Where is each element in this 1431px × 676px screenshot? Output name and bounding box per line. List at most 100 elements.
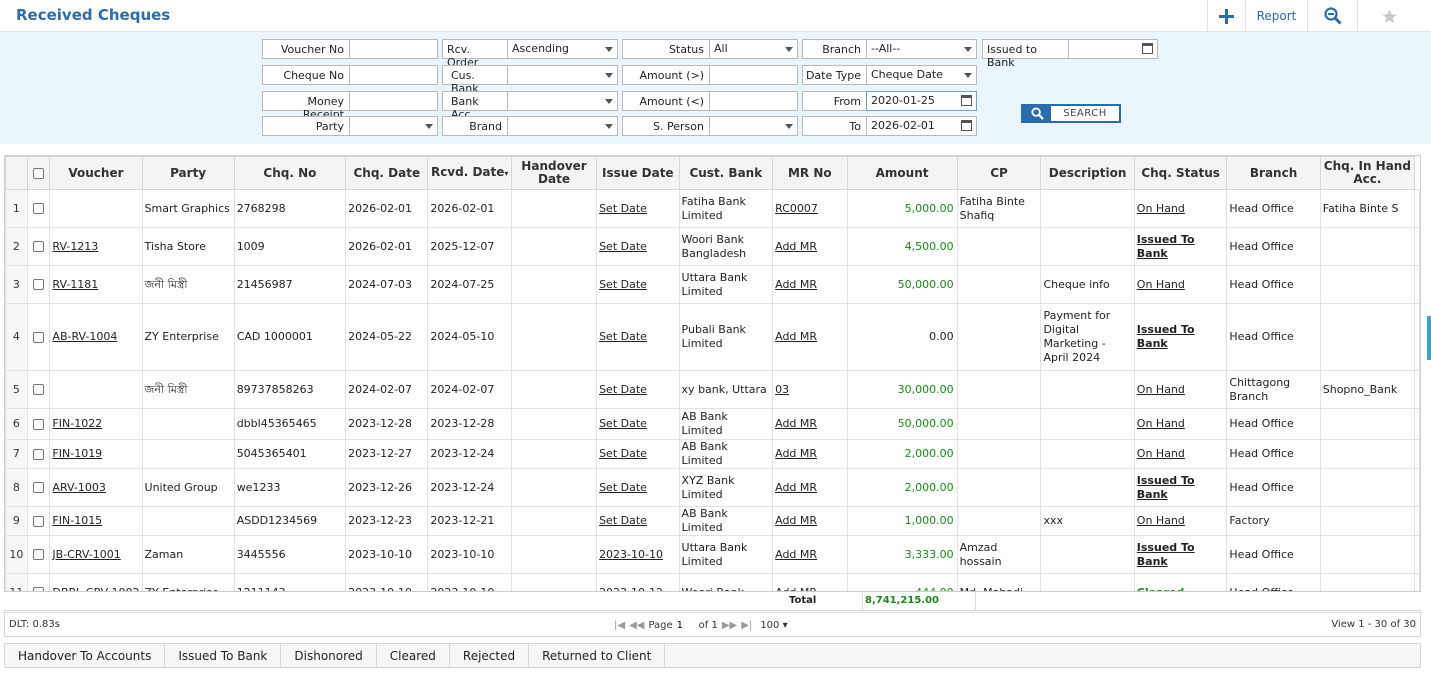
mr-no-cell-link[interactable]: 03 [775, 382, 790, 396]
issue-date-cell-link[interactable]: 2023-10-10 [599, 547, 663, 561]
issue-date-cell-link[interactable]: Set Date [599, 417, 647, 430]
table-row[interactable]: 10 JB-CRV-1001 Zaman 3445556 2023-10-10 2023-… [5, 535, 1420, 574]
amount-lt-input[interactable] [709, 91, 798, 111]
chq-status-cell-link[interactable]: Issued To Bank [1136, 540, 1195, 568]
prev-page-icon[interactable]: ◀◀ [629, 619, 645, 631]
brand-select[interactable] [507, 116, 618, 136]
report-button[interactable]: Report [1245, 0, 1307, 32]
voucher-cell-link[interactable]: RV-1181 [52, 277, 99, 291]
status-select[interactable]: All [709, 39, 798, 59]
header-party[interactable]: Party [141, 156, 235, 190]
voucher-cell-link[interactable]: FIN-1015 [52, 514, 103, 527]
calendar-icon[interactable] [961, 120, 972, 131]
table-row[interactable]: 4 AB-RV-1004 ZY Enterprise CAD 1000001 2024-… [5, 303, 1420, 371]
tab-returned-to-client[interactable]: Returned to Client [529, 644, 666, 668]
rows-per-page-select[interactable]: 100 ▾ [760, 620, 787, 631]
header-select-all[interactable] [26, 156, 51, 190]
row-select[interactable] [26, 408, 51, 440]
calendar-icon[interactable] [1142, 43, 1153, 54]
to-date-input[interactable]: 2026-02-01 [866, 116, 977, 136]
row-checkbox[interactable] [33, 241, 45, 252]
header-description[interactable]: Description [1040, 156, 1135, 190]
voucher-cell-link[interactable]: FIN-1019 [52, 447, 103, 460]
issue-date-cell-link[interactable]: Set Date [599, 201, 647, 215]
money-receipt-input[interactable] [349, 91, 438, 111]
row-checkbox[interactable] [33, 331, 45, 343]
header-chq-status[interactable]: Chq. Status [1133, 156, 1228, 190]
chq-status-cell-link[interactable]: On Hand [1136, 417, 1185, 430]
party-select[interactable] [349, 116, 438, 136]
row-select[interactable] [26, 506, 51, 536]
tab-cleared[interactable]: Cleared [377, 644, 450, 668]
header-mr-no[interactable]: MR No [772, 156, 848, 190]
row-checkbox[interactable] [33, 279, 45, 290]
row-select[interactable] [26, 189, 51, 228]
table-row[interactable]: 7 FIN-1019 5045365401 2023-12-27 2023-12-24 S… [5, 439, 1420, 469]
header-chq-no[interactable]: Chq. No [233, 156, 347, 190]
issued-to-bank-date[interactable] [1068, 39, 1158, 59]
header-chq-date[interactable]: Chq. Date [345, 156, 429, 190]
issue-date-cell-link[interactable]: Set Date [599, 382, 647, 396]
tab-issued-to-bank[interactable]: Issued To Bank [165, 644, 282, 668]
table-row[interactable]: 8 ARV-1003 United Group we1233 2023-12-26 202… [5, 468, 1420, 507]
mr-no-cell-link[interactable]: Add MR [775, 330, 818, 343]
tab-handover-to-accounts[interactable]: Handover To Accounts [5, 644, 166, 668]
header-cust-bank[interactable]: Cust. Bank [678, 156, 774, 190]
mr-no-cell-link[interactable]: RC0007 [775, 201, 818, 215]
header-amount[interactable]: Amount [846, 156, 958, 190]
row-checkbox[interactable] [33, 384, 45, 395]
last-page-icon[interactable]: ▶| [741, 619, 753, 631]
mr-no-cell-link[interactable]: Add MR [775, 480, 818, 494]
rcv-order-select[interactable]: Ascending [507, 39, 618, 59]
table-row[interactable]: 5 জনী মিস্ত্রী 89737858263 2024-02-07 2024-0… [5, 370, 1420, 409]
chq-status-cell-link[interactable]: On Hand [1136, 514, 1185, 527]
bank-acc-select[interactable] [507, 91, 618, 111]
mr-no-cell-link[interactable]: Add MR [775, 417, 818, 430]
mr-no-cell-link[interactable]: Add MR [775, 277, 818, 291]
chq-status-cell-link[interactable]: On Hand [1136, 382, 1185, 396]
chq-status-cell-link[interactable]: On Hand [1136, 201, 1185, 215]
add-button[interactable] [1207, 0, 1245, 32]
branch-select[interactable]: --All-- [866, 39, 977, 59]
first-page-icon[interactable]: |◀ [614, 619, 626, 631]
from-date-input[interactable]: 2020-01-25 [866, 91, 977, 111]
cheque-no-input[interactable] [349, 65, 438, 85]
voucher-cell-link[interactable]: ARV-1003 [52, 480, 106, 494]
issue-date-cell-link[interactable]: Set Date [599, 239, 647, 253]
header-voucher[interactable]: Voucher [49, 156, 143, 190]
chq-status-cell-link[interactable]: Issued To Bank [1136, 323, 1195, 350]
chq-status-cell-link[interactable]: On Hand [1136, 277, 1185, 291]
mr-no-cell-link[interactable]: Add MR [775, 239, 818, 253]
voucher-no-input[interactable] [349, 39, 438, 59]
page-number-input[interactable] [676, 618, 695, 632]
header-handover-date[interactable]: Handover Date [510, 156, 598, 190]
issue-date-cell-link[interactable]: Set Date [599, 514, 647, 527]
select-all-checkbox[interactable] [33, 167, 45, 179]
cus-bank-select[interactable] [507, 65, 618, 85]
header-chq-in-hand-acc[interactable]: Chq. In Hand Acc. [1319, 156, 1416, 190]
date-type-select[interactable]: Cheque Date [866, 65, 977, 85]
zoom-out-button[interactable] [1307, 0, 1357, 32]
table-row[interactable]: 2 RV-1213 Tisha Store 1009 2026-02-01 2025-12… [5, 227, 1420, 266]
voucher-cell-link[interactable]: JB-CRV-1001 [52, 547, 121, 561]
calendar-icon[interactable] [961, 95, 972, 106]
table-row[interactable]: 9 FIN-1015 ASDD1234569 2023-12-23 2023-12-21… [5, 506, 1420, 536]
favorite-button[interactable] [1357, 0, 1421, 32]
chq-status-cell-link[interactable]: Issued To Bank [1136, 232, 1195, 260]
row-checkbox[interactable] [33, 515, 45, 527]
row-checkbox[interactable] [33, 549, 45, 560]
table-row[interactable]: 6 FIN-1022 dbbl45365465 2023-12-28 2023-12-2… [5, 408, 1420, 440]
tab-dishonored[interactable]: Dishonored [281, 644, 377, 668]
chq-status-cell-link[interactable]: Issued To Bank [1136, 473, 1195, 501]
mr-no-cell-link[interactable]: Add MR [775, 514, 818, 527]
mr-no-cell-link[interactable]: Add MR [775, 447, 818, 460]
s-person-select[interactable] [709, 116, 798, 136]
header-cp[interactable]: CP [956, 156, 1042, 190]
table-row[interactable]: 1 Smart Graphics 2768298 2026-02-01 2026-02-… [5, 189, 1420, 228]
voucher-cell-link[interactable]: FIN-1022 [52, 417, 103, 430]
side-panel-handle[interactable] [1427, 316, 1431, 360]
row-select[interactable] [26, 227, 51, 266]
amount-gt-input[interactable] [709, 65, 798, 85]
tab-rejected[interactable]: Rejected [450, 644, 530, 668]
voucher-cell-link[interactable]: AB-RV-1004 [52, 330, 118, 343]
